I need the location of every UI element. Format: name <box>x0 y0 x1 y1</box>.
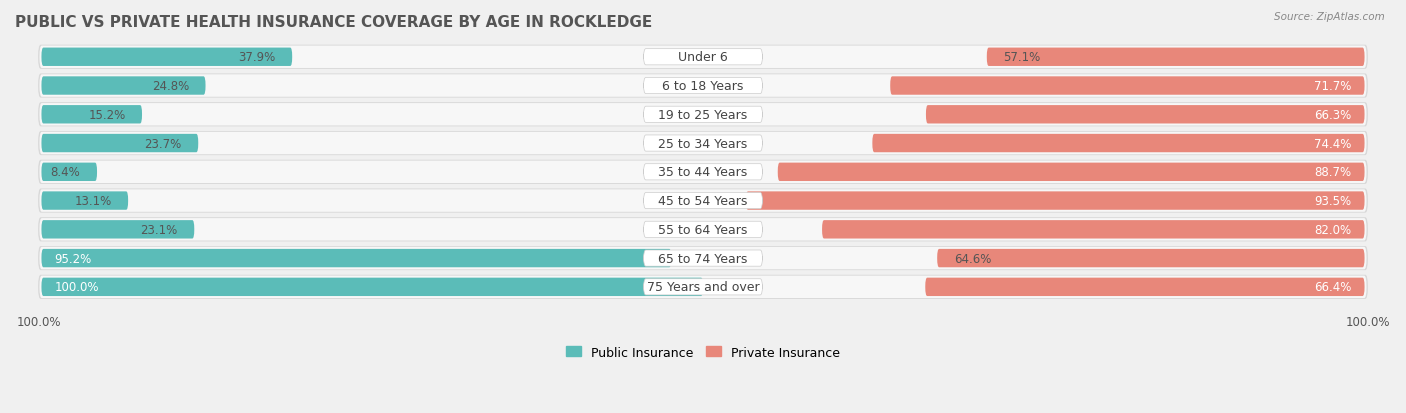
FancyBboxPatch shape <box>41 77 205 95</box>
FancyBboxPatch shape <box>39 247 1367 270</box>
FancyBboxPatch shape <box>41 48 292 67</box>
Text: 65 to 74 Years: 65 to 74 Years <box>658 252 748 265</box>
Text: 23.7%: 23.7% <box>145 137 181 150</box>
Text: 19 to 25 Years: 19 to 25 Years <box>658 109 748 121</box>
FancyBboxPatch shape <box>927 106 1365 124</box>
FancyBboxPatch shape <box>38 132 1368 156</box>
Text: 55 to 64 Years: 55 to 64 Years <box>658 223 748 236</box>
FancyBboxPatch shape <box>38 74 1368 98</box>
FancyBboxPatch shape <box>987 48 1365 67</box>
FancyBboxPatch shape <box>41 221 194 239</box>
FancyBboxPatch shape <box>644 135 762 152</box>
FancyBboxPatch shape <box>39 190 1367 212</box>
FancyBboxPatch shape <box>38 275 1368 299</box>
FancyBboxPatch shape <box>38 247 1368 271</box>
Text: 71.7%: 71.7% <box>1315 80 1351 93</box>
Text: 25 to 34 Years: 25 to 34 Years <box>658 137 748 150</box>
Text: Source: ZipAtlas.com: Source: ZipAtlas.com <box>1274 12 1385 22</box>
Text: 93.5%: 93.5% <box>1315 195 1351 208</box>
FancyBboxPatch shape <box>778 163 1365 182</box>
Text: 66.4%: 66.4% <box>1315 281 1351 294</box>
FancyBboxPatch shape <box>890 77 1365 95</box>
Text: 100.0%: 100.0% <box>55 281 100 294</box>
Text: 95.2%: 95.2% <box>55 252 91 265</box>
Text: 35 to 44 Years: 35 to 44 Years <box>658 166 748 179</box>
FancyBboxPatch shape <box>39 161 1367 183</box>
FancyBboxPatch shape <box>938 249 1365 268</box>
Text: 13.1%: 13.1% <box>75 195 111 208</box>
FancyBboxPatch shape <box>823 221 1365 239</box>
FancyBboxPatch shape <box>644 279 762 295</box>
Text: 37.9%: 37.9% <box>239 51 276 64</box>
Text: 64.6%: 64.6% <box>953 252 991 265</box>
FancyBboxPatch shape <box>41 106 142 124</box>
FancyBboxPatch shape <box>38 189 1368 213</box>
FancyBboxPatch shape <box>872 135 1365 153</box>
FancyBboxPatch shape <box>41 249 671 268</box>
FancyBboxPatch shape <box>644 222 762 238</box>
FancyBboxPatch shape <box>39 46 1367 69</box>
Text: 82.0%: 82.0% <box>1315 223 1351 236</box>
FancyBboxPatch shape <box>41 192 128 210</box>
FancyBboxPatch shape <box>38 45 1368 70</box>
FancyBboxPatch shape <box>644 50 762 66</box>
Text: 100.0%: 100.0% <box>1346 315 1389 328</box>
Text: 15.2%: 15.2% <box>89 109 125 121</box>
FancyBboxPatch shape <box>644 164 762 180</box>
FancyBboxPatch shape <box>38 103 1368 127</box>
Text: 57.1%: 57.1% <box>1004 51 1040 64</box>
FancyBboxPatch shape <box>39 276 1367 298</box>
FancyBboxPatch shape <box>747 192 1365 210</box>
FancyBboxPatch shape <box>644 78 762 95</box>
FancyBboxPatch shape <box>925 278 1365 296</box>
FancyBboxPatch shape <box>41 163 97 182</box>
FancyBboxPatch shape <box>39 75 1367 97</box>
Text: 100.0%: 100.0% <box>17 315 60 328</box>
Text: PUBLIC VS PRIVATE HEALTH INSURANCE COVERAGE BY AGE IN ROCKLEDGE: PUBLIC VS PRIVATE HEALTH INSURANCE COVER… <box>15 15 652 30</box>
FancyBboxPatch shape <box>39 133 1367 155</box>
Text: 8.4%: 8.4% <box>51 166 80 179</box>
FancyBboxPatch shape <box>644 250 762 266</box>
FancyBboxPatch shape <box>644 107 762 123</box>
Text: 88.7%: 88.7% <box>1315 166 1351 179</box>
Text: 75 Years and over: 75 Years and over <box>647 281 759 294</box>
FancyBboxPatch shape <box>38 160 1368 185</box>
FancyBboxPatch shape <box>41 278 703 296</box>
Text: 74.4%: 74.4% <box>1315 137 1351 150</box>
FancyBboxPatch shape <box>39 104 1367 126</box>
FancyBboxPatch shape <box>38 218 1368 242</box>
Text: 23.1%: 23.1% <box>141 223 177 236</box>
Text: 66.3%: 66.3% <box>1315 109 1351 121</box>
Legend: Public Insurance, Private Insurance: Public Insurance, Private Insurance <box>561 341 845 363</box>
FancyBboxPatch shape <box>41 135 198 153</box>
FancyBboxPatch shape <box>644 193 762 209</box>
FancyBboxPatch shape <box>39 218 1367 241</box>
Text: 24.8%: 24.8% <box>152 80 188 93</box>
Text: 45 to 54 Years: 45 to 54 Years <box>658 195 748 208</box>
Text: Under 6: Under 6 <box>678 51 728 64</box>
Text: 6 to 18 Years: 6 to 18 Years <box>662 80 744 93</box>
